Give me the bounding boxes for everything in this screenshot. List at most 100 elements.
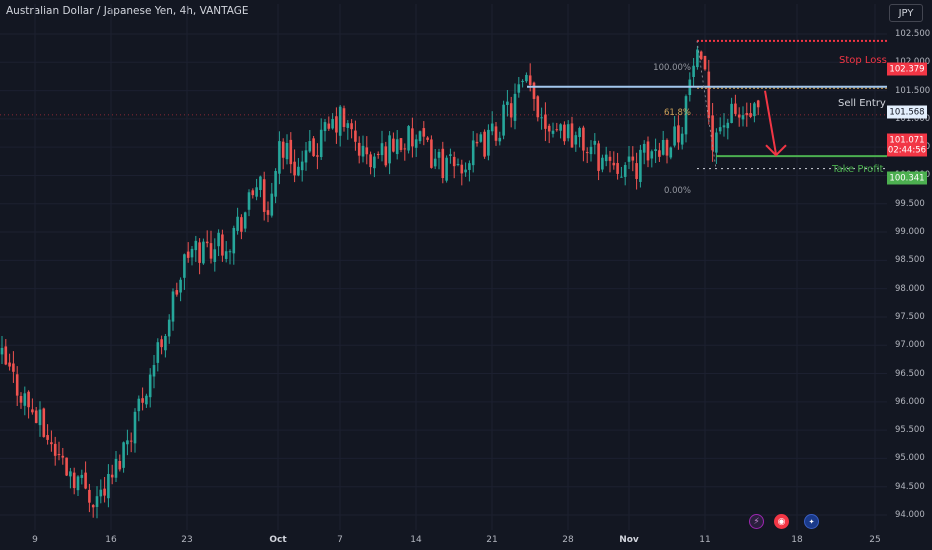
symbol-title[interactable]: Australian Dollar / Japanese Yen, 4h, VA… (6, 5, 249, 17)
price-tick-label: 99.000 (895, 227, 925, 238)
candle-body (445, 157, 448, 181)
candle-body (107, 473, 110, 499)
candle-body (471, 140, 475, 166)
candle-body (129, 440, 133, 442)
candle-body (27, 391, 30, 408)
candle-body (350, 123, 353, 130)
candle-body (31, 409, 34, 413)
candle-body (737, 114, 741, 118)
candle-body (148, 374, 152, 398)
candle-body (521, 80, 524, 82)
candle-body (141, 398, 144, 403)
candle-body (175, 290, 179, 295)
candle-body (532, 82, 536, 99)
candle-body (483, 131, 486, 157)
candle-body (99, 489, 103, 497)
candle-body (110, 474, 114, 478)
candle-body (61, 455, 65, 458)
time-tick-label: 9 (32, 535, 38, 545)
take-profit-label[interactable]: Take Profit (832, 164, 884, 175)
take-profit-price-tag: 100.341 (887, 171, 927, 185)
candle-body (494, 126, 498, 141)
price-tick-label: 97.000 (895, 340, 925, 351)
time-tick-label: 7 (337, 535, 343, 545)
candle-body (304, 150, 308, 163)
candle-body (369, 154, 372, 168)
candle-body (570, 123, 574, 148)
lightning-icon: ⚡ (753, 516, 760, 527)
candle-body (715, 132, 718, 153)
price-tick-label: 96.000 (895, 396, 925, 407)
sell-entry-label[interactable]: Sell Entry (838, 98, 886, 109)
candle-body (23, 393, 27, 406)
candle-body (627, 156, 631, 162)
candle-body (509, 103, 513, 118)
candle-body (585, 152, 589, 154)
candle-body (0, 347, 4, 355)
candle-body (422, 128, 426, 137)
candle-body (487, 129, 490, 156)
currency-button[interactable]: JPY (889, 4, 923, 22)
candle-body (452, 156, 456, 167)
candle-body (411, 128, 414, 147)
candle-body (513, 93, 517, 121)
candle-body (559, 124, 562, 131)
australia-flag-event-icon[interactable]: ✦ (804, 514, 819, 529)
candle-body (525, 74, 528, 82)
candle-body (380, 143, 384, 156)
candle-body (604, 154, 608, 162)
candle-body (34, 410, 38, 423)
price-tick-label: 94.500 (895, 481, 925, 492)
candle-body (684, 96, 688, 135)
stop-loss-label[interactable]: Stop Loss (839, 55, 887, 66)
price-tick-label: 94.000 (895, 510, 925, 520)
candle-body (749, 113, 752, 117)
candle-body (259, 176, 262, 191)
time-tick-label: 18 (791, 535, 803, 545)
price-tick-label: 98.500 (895, 255, 925, 266)
candle-body (707, 71, 711, 119)
candle-body (669, 147, 673, 158)
time-tick-label: Oct (269, 535, 287, 545)
candle-body (551, 130, 555, 134)
candle-body (753, 103, 756, 117)
candle-body (460, 164, 464, 174)
candle-body (46, 435, 49, 440)
candle-body (673, 126, 676, 146)
candle-body (468, 163, 471, 170)
candle-body (578, 128, 581, 138)
candle-body (407, 126, 410, 151)
candle-body (8, 362, 11, 367)
candle-body (730, 103, 733, 123)
candle-body (126, 440, 129, 445)
candle-body (665, 139, 669, 156)
candle-body (677, 125, 680, 143)
candle-body (103, 488, 106, 496)
candle-body (658, 150, 661, 157)
candle-body (403, 148, 407, 150)
candle-body (433, 158, 437, 167)
fib-100-label[interactable]: 100.00% (653, 63, 691, 73)
candle-body (498, 137, 502, 142)
drawings (0, 39, 887, 170)
candle-body (490, 123, 494, 132)
candle-body (122, 442, 125, 468)
time-tick-label: Nov (619, 535, 639, 545)
candle-body (563, 124, 566, 142)
price-tick-label: 98.000 (895, 283, 925, 294)
target-event-icon[interactable]: ◉ (774, 514, 789, 529)
candle-body (456, 163, 460, 165)
candle-body (517, 84, 521, 93)
candle-body (536, 96, 540, 118)
candle-body (547, 125, 551, 132)
candle-body (114, 458, 118, 478)
time-tick-label: 23 (181, 535, 193, 545)
lightning-event-icon[interactable]: ⚡ (749, 514, 764, 529)
time-tick-label: 21 (486, 535, 498, 545)
candle-body (699, 51, 703, 60)
candle-body (327, 123, 331, 129)
fib-618-label[interactable]: 61.8% (663, 108, 691, 118)
price-tick-label: 99.500 (895, 198, 925, 209)
fib-0-label[interactable]: 0.00% (663, 186, 691, 196)
